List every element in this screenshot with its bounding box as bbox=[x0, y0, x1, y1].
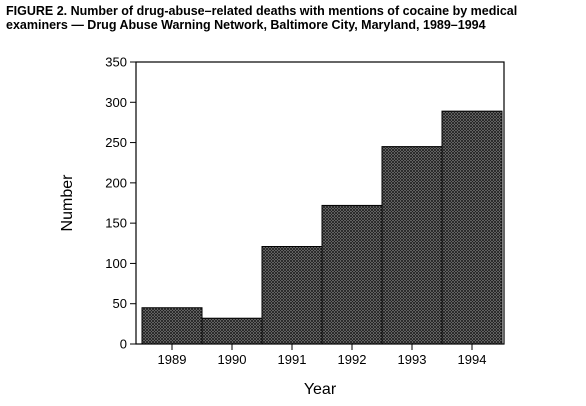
y-tick-label-250: 250 bbox=[105, 135, 127, 150]
bar-1991 bbox=[261, 246, 323, 345]
y-axis: 0 50 100 150 200 250 300 350 bbox=[105, 55, 136, 352]
bars-group bbox=[141, 110, 503, 345]
y-tick-label-200: 200 bbox=[105, 175, 127, 190]
x-tick-label-1990: 1990 bbox=[218, 352, 247, 367]
x-tick-label-1994: 1994 bbox=[458, 352, 487, 367]
bar-1993 bbox=[381, 146, 443, 345]
chart-title-line-2: examiners — Drug Abuse Warning Network, … bbox=[6, 18, 486, 32]
bar-1992 bbox=[321, 204, 383, 345]
x-tick-label-1993: 1993 bbox=[398, 352, 427, 367]
x-axis: 1989 1990 1991 1992 1993 1994 bbox=[158, 344, 487, 367]
bar-1994 bbox=[441, 110, 503, 345]
chart-title-line-1: FIGURE 2. Number of drug-abuse–related d… bbox=[6, 4, 518, 18]
y-tick-label-100: 100 bbox=[105, 256, 127, 271]
x-tick-label-1992: 1992 bbox=[338, 352, 367, 367]
bar-1990 bbox=[201, 317, 263, 345]
x-tick-label-1989: 1989 bbox=[158, 352, 187, 367]
y-axis-label: Number bbox=[59, 174, 76, 232]
y-tick-label-300: 300 bbox=[105, 95, 127, 110]
y-tick-label-350: 350 bbox=[105, 55, 127, 70]
y-tick-label-50: 50 bbox=[113, 296, 127, 311]
y-tick-label-0: 0 bbox=[120, 337, 127, 352]
x-tick-label-1991: 1991 bbox=[278, 352, 307, 367]
chart-title: FIGURE 2. Number of drug-abuse–related d… bbox=[6, 4, 578, 32]
x-axis-label: Year bbox=[304, 381, 337, 398]
bar-1989 bbox=[141, 307, 203, 345]
plot-frame bbox=[135, 61, 505, 345]
y-tick-label-150: 150 bbox=[105, 216, 127, 231]
